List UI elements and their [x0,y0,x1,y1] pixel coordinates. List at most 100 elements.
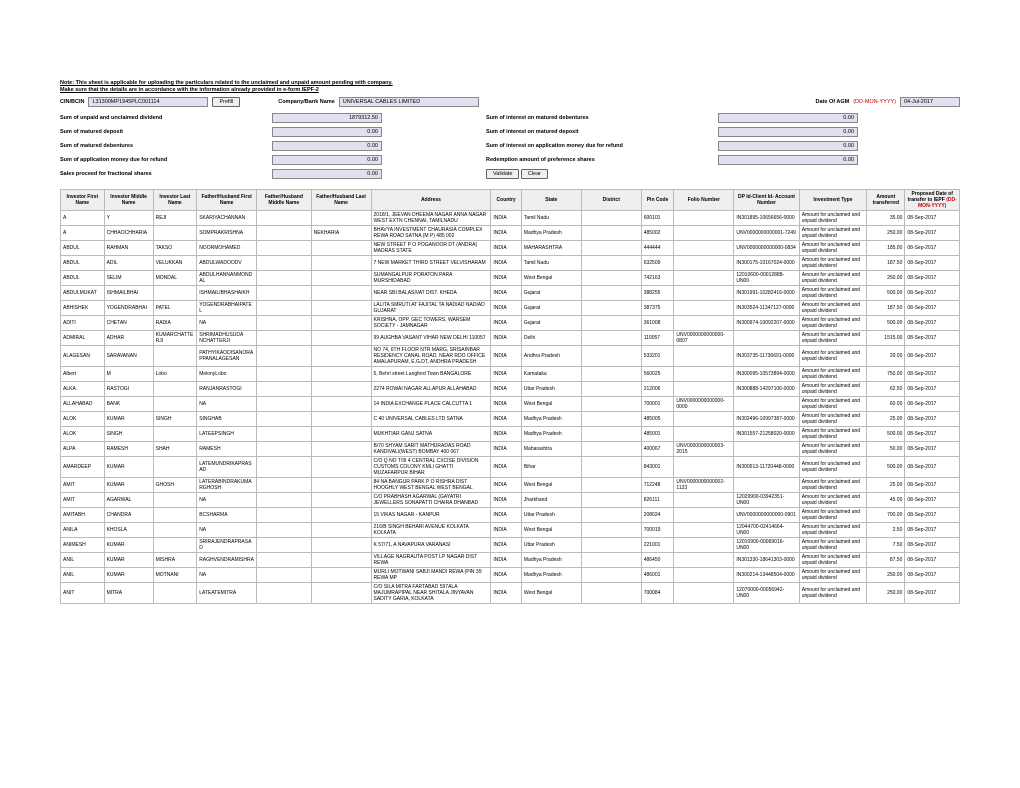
table-cell: Karnataka [521,367,581,382]
table-cell: 08-Sep-2017 [905,367,960,382]
table-cell: 843001 [641,457,674,478]
table-cell: CHANDRA [104,508,153,523]
sum-mat-deb-val[interactable]: 0.00 [272,141,382,151]
table-cell: 08-Sep-2017 [905,382,960,397]
sum-int-dep-val[interactable]: 0.00 [718,127,858,137]
table-cell: C 40 UNIVERSAL CABLES LTD SATNA [371,412,491,427]
table-cell [153,286,197,301]
th-district: District [581,190,641,211]
table-cell: ISHMAILIBHASHAIKH [197,286,257,301]
table-cell: Madhya Pradesh [521,427,581,442]
prefill-button[interactable]: Prefill [212,97,240,107]
table-cell [674,367,734,382]
table-cell [257,382,311,397]
table-cell: West Bengal [521,271,581,286]
table-cell: NOORMOHAMED [197,241,257,256]
clear-button[interactable]: Clear [521,169,548,179]
table-cell: 12010600-00012888-UN00 [734,271,799,286]
table-cell: NEAR SBI BALASIVAT DIST. KHEDA [371,286,491,301]
th-last-name: Investor Last Name [153,190,197,211]
agm-date-field[interactable]: 04-Jul-2017 [900,97,960,107]
table-cell [674,301,734,316]
table-cell [311,508,371,523]
company-field[interactable]: UNIVERSAL CABLES LIMITED [339,97,479,107]
table-cell: West Bengal [521,478,581,493]
table-cell: UNV0000000000002-1123 [674,478,734,493]
table-cell: ANIL [61,553,105,568]
sum-int-app-lbl: Sum of interest on application money due… [486,143,706,149]
table-cell [581,523,641,538]
table-cell: 7.50 [867,538,905,553]
table-row: ACHHAOCHHARIASOMPRAKRISHNANEKHARIABHAVYA… [61,226,960,241]
table-cell: 08-Sep-2017 [905,397,960,412]
table-cell: INDIA [491,478,522,493]
table-cell [581,346,641,367]
cin-field[interactable]: L31300MP1945PLC001114 [88,97,208,107]
table-cell: 20.00 [867,346,905,367]
table-cell: UNV0000000000000-0807 [674,331,734,346]
table-cell: UNV0000000000001-7249 [734,226,799,241]
sum-frac-val[interactable]: 0.00 [272,169,382,179]
sum-app-refund-val[interactable]: 0.00 [272,155,382,165]
table-cell: INDIA [491,442,522,457]
sum-unpaid-div-lbl: Sum of unpaid and unclaimed dividend [60,115,260,121]
table-cell [311,331,371,346]
table-cell: West Bengal [521,583,581,604]
company-label: Company/Bank Name [278,99,335,105]
table-cell: 2.50 [867,523,905,538]
table-header-row: Investor First Name Investor Middle Name… [61,190,960,211]
table-cell [257,553,311,568]
th-folio: Folio Number [674,190,734,211]
table-cell: RANJANRASTOGI [197,382,257,397]
table-cell: 221001 [641,538,674,553]
table-cell: 826111 [641,493,674,508]
table-cell [311,241,371,256]
table-cell: CHETAN [104,316,153,331]
table-cell: INDIA [491,568,522,583]
table-cell [311,412,371,427]
table-cell: Amount for unclaimed and unpaid dividend [799,382,867,397]
table-cell [153,457,197,478]
sum-int-deb-val[interactable]: 0.00 [718,113,858,123]
table-cell: VILLAGE NAGRAUTA POST LP NAGAR DIST REWA [371,553,491,568]
table-cell: 08-Sep-2017 [905,508,960,523]
table-cell [257,316,311,331]
table-cell: MelonyLobo [197,367,257,382]
table-cell [257,508,311,523]
table-cell [257,442,311,457]
table-cell: SHAH [153,442,197,457]
table-cell: INDIA [491,271,522,286]
table-cell: 5, Behri street Langford Town BANGALORE [371,367,491,382]
table-cell [311,568,371,583]
sum-int-app-val[interactable]: 0.00 [718,141,858,151]
validate-button[interactable]: Validate [486,169,519,179]
table-cell: 08-Sep-2017 [905,478,960,493]
table-row: AMITKUMARGHOSHLATERABINDRAKUMARGHOSH84 N… [61,478,960,493]
table-cell: Albert [61,367,105,382]
table-cell: 700001 [641,397,674,412]
table-cell: 388255 [641,286,674,301]
table-cell: 485002 [641,226,674,241]
table-cell: INDIA [491,256,522,271]
table-cell: MISHRA [153,553,197,568]
table-cell [581,397,641,412]
sum-redemp-val[interactable]: 0.00 [718,155,858,165]
table-cell [311,583,371,604]
table-cell: CHHAOCHHARIA [104,226,153,241]
table-cell: INDIA [491,412,522,427]
table-cell [257,457,311,478]
table-cell [311,493,371,508]
table-cell [153,397,197,412]
sum-mat-dep-val[interactable]: 0.00 [272,127,382,137]
table-cell: Amount for unclaimed and unpaid dividend [799,301,867,316]
table-cell: Amount for unclaimed and unpaid dividend [799,493,867,508]
sum-int-dep-lbl: Sum of interest on matured deposit [486,129,706,135]
table-cell [257,367,311,382]
table-cell: SRIRAJENDRAPRASAD [197,538,257,553]
table-cell [674,256,734,271]
note-line-2: Make sure that the details are in accord… [60,87,960,93]
table-cell: Amount for unclaimed and unpaid dividend [799,346,867,367]
sum-int-deb-lbl: Sum of interest on matured debentures [486,115,706,121]
sum-unpaid-div-val[interactable]: 1879312.50 [272,113,382,123]
table-cell [674,316,734,331]
